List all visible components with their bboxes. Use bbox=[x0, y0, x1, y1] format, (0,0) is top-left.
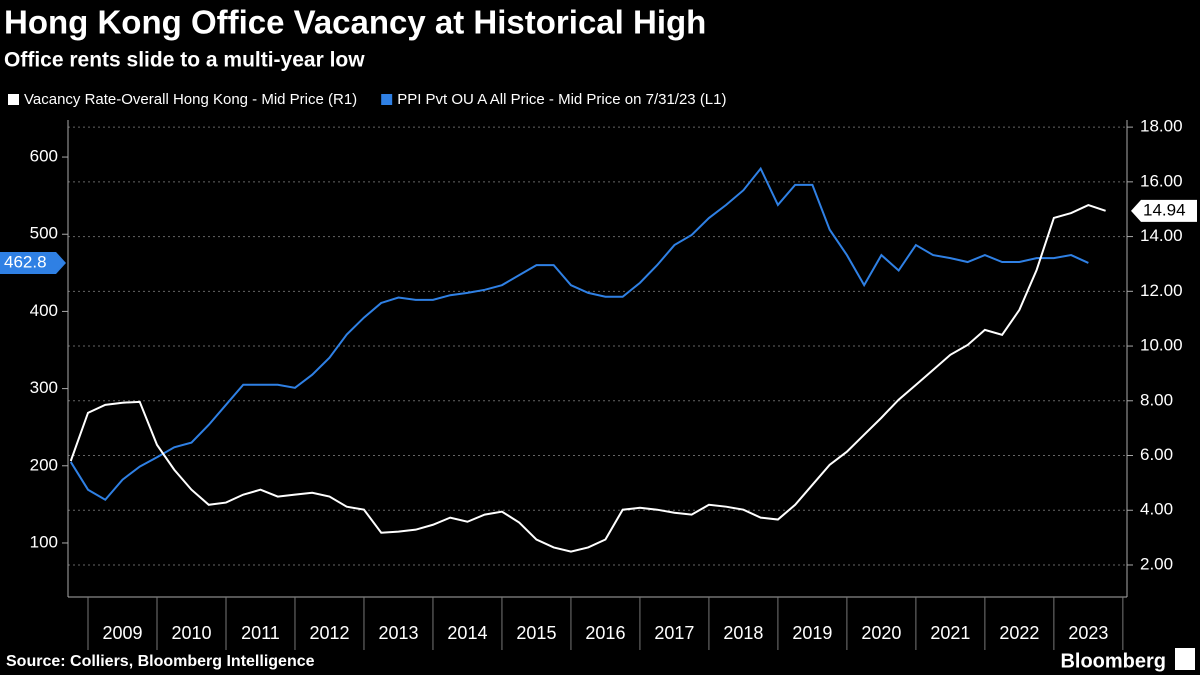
brand-icon bbox=[1175, 648, 1195, 670]
legend-swatch bbox=[381, 94, 393, 105]
last-value-tag bbox=[1131, 199, 1197, 222]
x-tick-label: 2016 bbox=[585, 623, 625, 643]
last-value-label: 462.8 bbox=[4, 252, 47, 271]
y2-tick-label: 4.00 bbox=[1140, 500, 1173, 519]
x-tick-label: 2022 bbox=[999, 623, 1039, 643]
x-tick-label: 2017 bbox=[654, 623, 694, 643]
x-tick-label: 2013 bbox=[378, 623, 418, 643]
y2-tick-label: 6.00 bbox=[1140, 445, 1173, 464]
series-line bbox=[69, 166, 1089, 502]
y2-tick-label: 18.00 bbox=[1140, 117, 1183, 136]
y-tick-label: 300 bbox=[30, 378, 58, 397]
y-tick-label: 500 bbox=[30, 224, 58, 243]
x-tick-label: 2021 bbox=[930, 623, 970, 643]
x-tick-label: 2012 bbox=[309, 623, 349, 643]
title: Hong Kong Office Vacancy at Historical H… bbox=[4, 4, 706, 41]
y2-tick-label: 12.00 bbox=[1140, 281, 1183, 300]
y-tick-label: 600 bbox=[30, 147, 58, 166]
last-value-label: 14.94 bbox=[1143, 200, 1186, 219]
x-tick-label: 2018 bbox=[723, 623, 763, 643]
y2-tick-label: 16.00 bbox=[1140, 171, 1183, 190]
y-tick-label: 200 bbox=[30, 455, 58, 474]
x-tick-label: 2023 bbox=[1068, 623, 1108, 643]
legend-label: PPI Pvt OU A All Price - Mid Price on 7/… bbox=[397, 91, 726, 108]
legend-label: Vacancy Rate-Overall Hong Kong - Mid Pri… bbox=[24, 91, 357, 108]
last-value-tag bbox=[0, 251, 66, 274]
legend-swatch bbox=[8, 94, 19, 105]
series-line bbox=[69, 204, 1106, 553]
x-tick-label: 2020 bbox=[861, 623, 901, 643]
y2-tick-label: 10.00 bbox=[1140, 336, 1183, 355]
x-tick-label: 2010 bbox=[171, 623, 211, 643]
x-tick-label: 2009 bbox=[102, 623, 142, 643]
x-tick-label: 2019 bbox=[792, 623, 832, 643]
subtitle: Office rents slide to a multi-year low bbox=[4, 49, 365, 72]
y2-tick-label: 14.00 bbox=[1140, 226, 1183, 245]
y2-tick-label: 2.00 bbox=[1140, 554, 1173, 573]
source: Source: Colliers, Bloomberg Intelligence bbox=[6, 653, 315, 670]
y-tick-label: 100 bbox=[30, 532, 58, 551]
x-tick-label: 2014 bbox=[447, 623, 487, 643]
x-tick-label: 2015 bbox=[516, 623, 556, 643]
y2-tick-label: 8.00 bbox=[1140, 390, 1173, 409]
x-tick-label: 2011 bbox=[241, 623, 280, 643]
brand: Bloomberg bbox=[1060, 650, 1166, 672]
y-tick-label: 400 bbox=[30, 301, 58, 320]
